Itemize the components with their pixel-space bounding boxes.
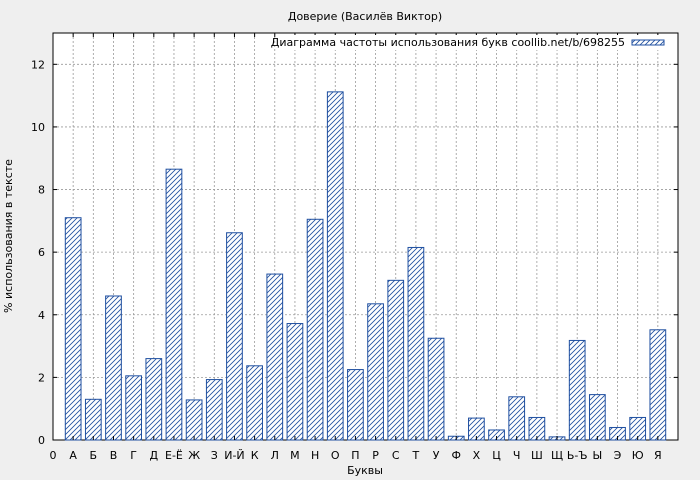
bar [246,365,263,441]
x-tick-label: 0 [50,449,57,462]
bar [568,339,586,441]
x-tick-label: М [290,449,300,462]
x-tick-label: Д [150,449,159,462]
x-tick-label: В [110,449,118,462]
x-tick-label: Ш [531,449,543,462]
x-tick-label: Л [271,449,279,462]
legend-background [286,35,674,50]
bars [64,91,667,441]
y-axis-ticks: 0 2 4 6 8 10 12 [31,58,678,447]
x-tick-label: О [331,449,340,462]
bar [508,396,526,441]
x-tick-label: Щ [551,449,563,462]
bar [326,91,344,441]
x-tick-label: Е-Ё [165,449,183,462]
y-tick-label: 2 [38,371,45,384]
y-tick-label: 0 [38,434,45,447]
x-tick-label: Ь-Ъ [567,449,588,462]
bar [649,329,667,441]
x-tick-label: И-Й [224,449,244,462]
y-tick-label: 8 [38,184,45,197]
bar [407,246,425,441]
x-tick-label: Ф [451,449,460,462]
x-tick-label: Ц [492,449,501,462]
bar [367,303,384,441]
y-tick-label: 12 [31,58,45,71]
legend-swatch [631,39,665,46]
y-tick-label: 6 [38,246,45,259]
x-tick-label: Г [130,449,137,462]
bar [427,337,445,441]
x-axis-label: Буквы [347,464,383,477]
x-tick-label: Т [412,449,420,462]
bar [205,379,223,441]
y-tick-label: 4 [38,309,45,322]
chart-title: Доверие (Василёв Виктор) [288,10,442,23]
y-tick-label: 10 [31,121,45,134]
bar [64,217,82,441]
x-tick-label: З [211,449,218,462]
x-tick-label: А [69,449,77,462]
legend: Диаграмма частоты использования букв coo… [271,35,674,50]
x-tick-label: К [251,449,259,462]
x-tick-label: Р [372,449,379,462]
bar [347,369,364,441]
bar [165,168,183,441]
x-tick-label: Н [311,449,319,462]
bar [387,279,405,441]
bar [306,218,324,441]
x-tick-label: Х [473,449,481,462]
x-tick-label: Ю [632,449,644,462]
bar [226,232,243,441]
bar [84,398,102,441]
x-tick-label: У [433,449,440,462]
bar [185,399,203,441]
x-tick-label: Э [614,449,622,462]
x-tick-label: Ч [513,449,521,462]
x-tick-label: С [392,449,400,462]
bar [588,394,606,441]
bar [286,323,304,441]
x-tick-label: Я [654,449,662,462]
y-axis-label: % использования в тексте [2,159,15,313]
bar [266,273,284,441]
x-tick-label: Ж [188,449,200,462]
bar [105,295,122,441]
x-tick-label: Б [90,449,98,462]
x-tick-label: Ы [592,449,602,462]
legend-label: Диаграмма частоты использования букв coo… [271,36,625,49]
x-tick-label: П [351,449,359,462]
bar [145,358,163,441]
bar [125,375,143,441]
x-axis-ticks: 0 А Б В Г Д Е-Ё Ж З И-Й К Л М Н О П Р С Т У Ф Х Ц Ч Ш Щ Ь-Ъ Ы Э Ю Я [50,33,662,462]
